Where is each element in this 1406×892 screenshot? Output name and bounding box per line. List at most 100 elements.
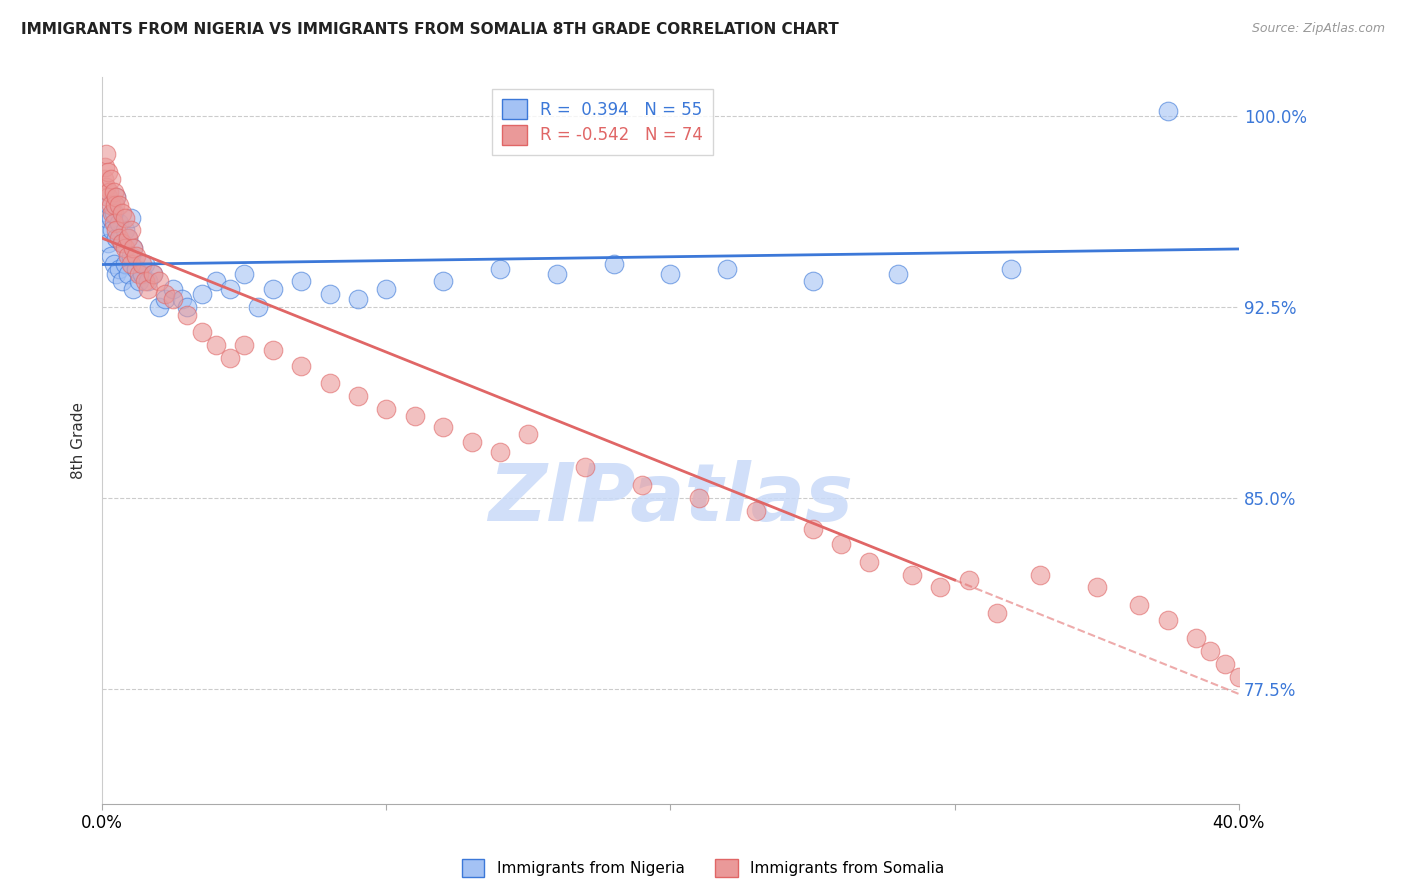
Point <box>830 537 852 551</box>
Point <box>100 249 122 263</box>
Point <box>94 223 117 237</box>
Point <box>290 274 312 288</box>
Point <box>190 326 212 340</box>
Point <box>176 300 198 314</box>
Point <box>103 216 125 230</box>
Point <box>105 190 128 204</box>
Point <box>117 231 139 245</box>
Point <box>153 292 176 306</box>
Point <box>120 249 142 263</box>
Y-axis label: 8th Grade: 8th Grade <box>72 402 86 479</box>
Point <box>97 165 120 179</box>
Point <box>120 211 142 225</box>
Point <box>134 256 156 270</box>
Point <box>136 274 159 288</box>
Point <box>1000 261 1022 276</box>
Point <box>375 282 398 296</box>
Point <box>1227 669 1250 683</box>
Point <box>247 300 270 314</box>
Point <box>489 445 512 459</box>
Point <box>122 241 145 255</box>
Point <box>887 267 910 281</box>
Point <box>347 389 370 403</box>
Point <box>114 256 136 270</box>
Point <box>162 282 184 296</box>
Text: IMMIGRANTS FROM NIGERIA VS IMMIGRANTS FROM SOMALIA 8TH GRADE CORRELATION CHART: IMMIGRANTS FROM NIGERIA VS IMMIGRANTS FR… <box>21 22 839 37</box>
Point <box>1085 580 1108 594</box>
Point <box>105 223 128 237</box>
Point <box>233 338 256 352</box>
Point <box>1241 682 1264 697</box>
Point <box>122 241 145 255</box>
Point <box>219 351 242 365</box>
Point <box>117 231 139 245</box>
Text: ZIPatlas: ZIPatlas <box>488 460 853 538</box>
Point <box>120 223 142 237</box>
Point <box>318 376 340 391</box>
Point <box>125 249 148 263</box>
Point <box>1029 567 1052 582</box>
Point <box>120 256 142 270</box>
Point <box>105 267 128 281</box>
Point <box>233 267 256 281</box>
Point <box>131 267 153 281</box>
Point <box>114 223 136 237</box>
Point <box>148 300 170 314</box>
Point <box>97 190 120 204</box>
Point <box>404 409 426 424</box>
Point <box>602 256 624 270</box>
Point <box>659 267 682 281</box>
Point <box>745 504 768 518</box>
Point <box>153 287 176 301</box>
Point <box>1157 103 1180 118</box>
Point <box>105 190 128 204</box>
Point <box>128 267 150 281</box>
Point <box>100 211 122 225</box>
Point <box>105 231 128 245</box>
Point <box>98 198 121 212</box>
Point <box>111 205 134 219</box>
Legend: R =  0.394   N = 55, R = -0.542   N = 74: R = 0.394 N = 55, R = -0.542 N = 74 <box>492 89 713 154</box>
Point <box>111 236 134 251</box>
Point <box>122 282 145 296</box>
Point <box>108 231 131 245</box>
Point <box>375 401 398 416</box>
Point <box>1299 733 1322 747</box>
Point <box>101 223 124 237</box>
Text: Source: ZipAtlas.com: Source: ZipAtlas.com <box>1251 22 1385 36</box>
Point <box>318 287 340 301</box>
Point <box>134 274 156 288</box>
Point <box>162 292 184 306</box>
Point <box>801 274 824 288</box>
Point <box>108 198 131 212</box>
Point <box>103 256 125 270</box>
Point <box>1185 632 1208 646</box>
Point <box>801 522 824 536</box>
Point <box>93 172 115 186</box>
Point <box>716 261 738 276</box>
Point <box>103 185 125 199</box>
Point <box>125 261 148 276</box>
Point <box>205 274 228 288</box>
Point <box>489 261 512 276</box>
Point <box>97 236 120 251</box>
Point <box>103 205 125 219</box>
Point <box>1157 614 1180 628</box>
Point <box>100 198 122 212</box>
Point <box>108 261 131 276</box>
Point <box>205 338 228 352</box>
Point <box>98 185 121 199</box>
Point <box>432 274 454 288</box>
Point <box>219 282 242 296</box>
Point <box>131 256 153 270</box>
Point <box>136 282 159 296</box>
Point <box>574 460 596 475</box>
Point <box>190 287 212 301</box>
Point <box>96 147 118 161</box>
Point <box>170 292 193 306</box>
Point <box>688 491 710 505</box>
Point <box>128 274 150 288</box>
Point <box>929 580 952 594</box>
Point <box>96 180 118 194</box>
Point <box>1284 721 1306 735</box>
